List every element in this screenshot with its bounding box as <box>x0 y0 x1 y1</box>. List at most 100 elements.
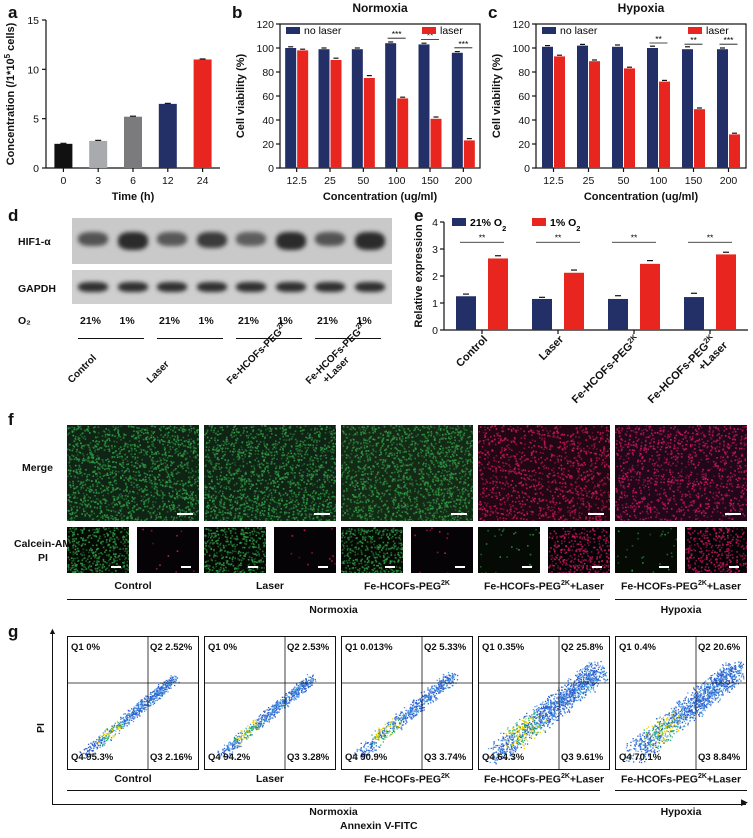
cell-dot <box>219 562 222 565</box>
cell-dot <box>297 459 299 461</box>
cell-dot <box>400 500 402 502</box>
cell-dot <box>67 469 70 471</box>
cell-dot <box>106 554 108 556</box>
cell-dot <box>262 506 264 509</box>
cell-dot <box>80 562 82 565</box>
cell-dot <box>100 503 103 505</box>
cell-dot <box>335 458 336 460</box>
cell-dot <box>179 514 182 516</box>
cell-dot <box>83 528 85 531</box>
cell-dot <box>378 427 380 429</box>
cell-dot <box>232 556 234 558</box>
cell-dot <box>296 450 299 452</box>
cell-dot <box>159 457 161 460</box>
cell-dot <box>91 452 93 455</box>
cell-dot <box>259 512 262 514</box>
cell-dot <box>294 453 297 456</box>
cell-dot <box>258 474 260 477</box>
cell-dot <box>229 466 232 468</box>
cell-dot <box>212 543 214 545</box>
cell-dot <box>129 490 131 493</box>
cell-dot <box>375 487 377 489</box>
cell-dot <box>234 568 236 570</box>
cell-dot <box>243 537 245 540</box>
cell-dot <box>191 503 194 506</box>
cell-dot <box>457 431 459 433</box>
blot-band <box>157 232 187 246</box>
cell-dot <box>399 461 402 464</box>
cell-dot <box>420 448 422 451</box>
cell-dot <box>460 448 462 450</box>
sig-mark: *** <box>392 29 403 39</box>
cell-dot <box>225 519 228 521</box>
cell-dot <box>141 490 144 493</box>
cell-dot <box>132 491 135 493</box>
cell-dot <box>137 430 139 432</box>
cell-dot <box>135 471 137 473</box>
cell-dot <box>290 552 293 555</box>
cell-dot <box>251 540 254 543</box>
cell-dot <box>71 493 74 496</box>
cell-dot <box>245 536 247 539</box>
cell-dot <box>97 466 99 469</box>
cell-dot <box>307 437 309 440</box>
cell-dot <box>281 498 283 500</box>
cell-dot <box>147 431 149 434</box>
cell-dot <box>332 458 335 460</box>
cell-dot <box>345 457 348 459</box>
blot-band <box>315 282 345 292</box>
cell-dot <box>109 439 111 442</box>
cell-dot <box>183 428 186 431</box>
cell-dot <box>451 517 454 520</box>
cell-dot <box>309 434 311 437</box>
cell-dot <box>204 456 207 458</box>
cell-dot <box>84 539 86 542</box>
cell-dot <box>78 451 80 453</box>
cell-dot <box>253 546 255 548</box>
cell-dot <box>377 471 379 474</box>
cell-dot <box>109 483 112 486</box>
cell-dot <box>357 502 360 504</box>
o2-value: 21% <box>238 315 260 327</box>
cell-dot <box>254 492 256 494</box>
cell-dot <box>292 454 294 457</box>
cell-dot <box>77 533 79 536</box>
cell-dot <box>227 480 229 482</box>
row-label-stain-2: PI <box>38 552 48 564</box>
cell-dot <box>256 433 258 435</box>
cell-dot <box>440 437 443 440</box>
cell-dot <box>279 465 281 467</box>
cell-dot <box>93 491 95 494</box>
cell-dot <box>188 494 190 497</box>
cell-dot <box>205 528 208 530</box>
cell-dot <box>289 490 291 492</box>
cell-dot <box>221 450 224 453</box>
cell-dot <box>382 467 384 469</box>
cell-dot <box>235 539 238 541</box>
cell-dot <box>119 452 121 455</box>
cell-dot <box>95 479 97 482</box>
cell-dot <box>313 508 315 510</box>
cell-dot <box>285 459 288 462</box>
cell-dot <box>139 444 141 446</box>
cell-dot <box>268 472 270 474</box>
cell-dot <box>396 463 399 466</box>
cell-dot <box>295 466 297 469</box>
cell-dot <box>182 428 185 430</box>
cell-dot <box>114 427 117 430</box>
cell-dot <box>251 436 253 438</box>
cell-dot <box>293 457 296 460</box>
cell-dot <box>111 470 114 472</box>
cell-dot <box>361 483 363 485</box>
cell-dot <box>92 485 94 488</box>
cell-dot <box>405 511 408 514</box>
cell-dot <box>152 542 154 545</box>
cell-dot <box>195 455 197 458</box>
cell-dot <box>148 470 151 472</box>
cell-dot <box>293 504 295 506</box>
cell-dot <box>223 503 225 505</box>
cell-dot <box>102 540 104 543</box>
cell-dot <box>461 470 463 473</box>
cell-dot <box>68 531 70 533</box>
cell-dot <box>120 505 122 508</box>
